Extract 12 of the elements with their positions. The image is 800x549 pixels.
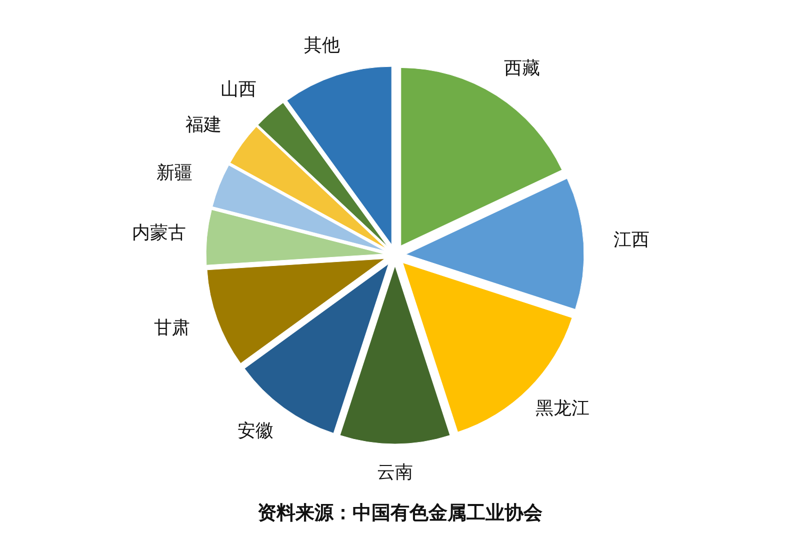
slice-label: 云南	[377, 462, 413, 482]
slice-label: 福建	[185, 114, 222, 134]
slice-label: 新疆	[156, 162, 193, 183]
slice-label: 西藏	[504, 58, 540, 78]
source-note: 资料来源：中国有色金属工业协会	[258, 503, 542, 524]
slice-label: 内蒙古	[132, 222, 186, 243]
slice-label: 安徽	[238, 420, 274, 440]
slice-label: 山西	[220, 78, 256, 99]
slice-label: 甘肃	[154, 317, 190, 338]
slice-label: 其他	[304, 34, 340, 55]
slice-label: 江西	[614, 229, 650, 250]
slice-label: 黑龙江	[536, 398, 590, 418]
